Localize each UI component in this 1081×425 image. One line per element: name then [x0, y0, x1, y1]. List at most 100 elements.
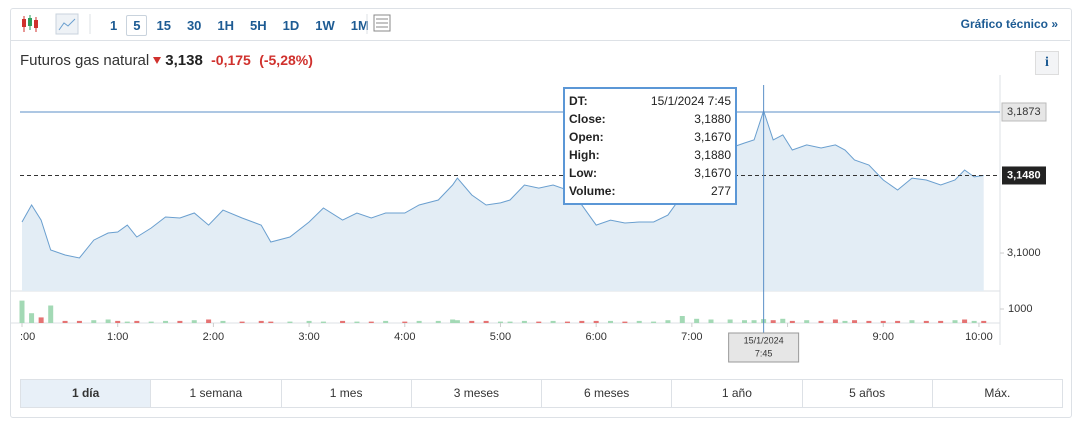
range-button[interactable]: 1 día — [21, 380, 151, 407]
volume-bar — [842, 320, 848, 323]
tooltip-value: 3,1670 — [694, 130, 731, 144]
interval-button[interactable]: 1 — [110, 18, 118, 33]
volume-bar — [483, 320, 489, 323]
range-button[interactable]: 1 año — [671, 380, 801, 407]
volume-bar — [832, 319, 838, 323]
last-price-label: 3,1480 — [1007, 169, 1041, 181]
volume-bar — [770, 320, 776, 323]
tooltip-row: DT: 15/1/2024 7:45 — [569, 92, 731, 110]
x-tick-label: 4:00 — [394, 331, 415, 343]
range-button[interactable]: 3 meses — [410, 380, 541, 407]
interval-button[interactable]: 5H — [250, 18, 267, 33]
volume-bar — [402, 321, 408, 323]
interval-button[interactable]: 1M — [350, 18, 369, 33]
tooltip-value: 15/1/2024 7:45 — [650, 94, 731, 108]
volume-bar — [320, 321, 326, 323]
interval-button[interactable]: 15 — [156, 18, 171, 33]
tooltip-key: Low: — [569, 166, 597, 180]
volume-bar — [191, 320, 197, 323]
interval-button[interactable]: 5 — [126, 15, 148, 36]
volume-bar — [105, 319, 111, 323]
interval-button[interactable]: 1D — [282, 18, 300, 33]
tooltip: DT: 15/1/2024 7:45 Close: 3,1880 Open: 3,1670… — [563, 87, 737, 205]
tooltip-key: Close: — [569, 112, 606, 126]
tooltip-key: DT: — [569, 94, 588, 108]
volume-bar — [789, 320, 795, 323]
volume-bar — [866, 320, 872, 323]
candle-icon[interactable] — [22, 15, 38, 32]
volume-bar — [354, 321, 360, 323]
interval-button[interactable]: 1W — [315, 18, 335, 33]
range-button[interactable]: 5 años — [801, 380, 932, 407]
x-tick-label: 6:00 — [585, 331, 606, 343]
x-tick-label: 5:00 — [490, 331, 511, 343]
volume-bar — [651, 321, 657, 323]
y-tick-label: 3,1000 — [1007, 247, 1041, 259]
volume-bar — [76, 320, 82, 323]
technical-chart-link[interactable]: Gráfico técnico — [961, 17, 1058, 31]
range-button[interactable]: 6 meses — [541, 380, 671, 407]
tooltip-row: Low: 3,1670 — [569, 164, 731, 182]
volume-bar — [450, 319, 456, 323]
crosshair-x-label: 15/1/2024 — [744, 335, 784, 345]
volume-bar — [923, 320, 929, 323]
volume-bar — [804, 320, 810, 323]
volume-bar — [694, 318, 700, 323]
x-tick-label: 2:00 — [203, 331, 224, 343]
volume-bar — [909, 320, 915, 323]
widget — [10, 8, 1072, 418]
volume-bar — [952, 320, 958, 323]
volume-bar — [971, 320, 977, 323]
volume-bar — [708, 319, 714, 323]
crosshair-x-label: 7:45 — [755, 348, 773, 358]
x-tick-label: :00 — [20, 331, 35, 343]
chart: Investing.com1000:001:002:003:004:005:00… — [10, 75, 1047, 363]
volume-bar — [454, 320, 460, 323]
x-tick-label: 3:00 — [298, 331, 319, 343]
interval-button[interactable]: 1H — [217, 18, 235, 33]
range-button[interactable]: 1 semana — [150, 380, 280, 407]
tooltip-row: Close: 3,1880 — [569, 110, 731, 128]
volume-bar — [258, 320, 264, 323]
crosshair-y-label: 3,1873 — [1007, 106, 1041, 118]
x-tick-label: 10:00 — [965, 331, 993, 343]
volume-bar — [622, 321, 628, 323]
tooltip-value: 3,1880 — [694, 112, 731, 126]
volume-bar — [148, 321, 154, 323]
tooltip-row: Open: 3,1670 — [569, 128, 731, 146]
last-price-box — [1002, 166, 1046, 185]
volume-bar — [38, 317, 44, 323]
tooltip-key: High: — [569, 148, 600, 162]
range-button[interactable]: Máx. — [931, 380, 1062, 407]
volume-bar — [163, 320, 169, 323]
volume-bar — [536, 321, 542, 323]
crosshair-x-box — [728, 332, 800, 363]
toolbar: 1 5 15 30 1H 5H 1D 1W 1M Gráfico técnico — [10, 8, 1070, 41]
volume-bar — [962, 319, 968, 323]
volume-bar — [469, 320, 475, 323]
volume-bar — [91, 320, 97, 323]
tooltip-value: 3,1880 — [694, 148, 731, 162]
volume-bar — [608, 320, 614, 323]
range-button[interactable]: 1 mes — [280, 380, 411, 407]
tooltip-value: 3,1670 — [694, 166, 731, 180]
area-icon[interactable] — [55, 13, 79, 35]
volume-bar — [780, 318, 786, 323]
table-icon[interactable] — [365, 8, 395, 40]
change: -0,175 — [211, 52, 251, 68]
down-arrow — [153, 57, 162, 64]
volume-bar — [239, 321, 245, 323]
volume-bar — [981, 320, 987, 323]
volume-bar — [124, 321, 130, 323]
change-pct: (-5,28%) — [259, 52, 313, 68]
toolbar-icons — [22, 13, 91, 35]
interval-button[interactable]: 30 — [186, 18, 202, 33]
volume-bar — [880, 320, 886, 323]
volume-bar — [593, 320, 599, 323]
volume-bar — [497, 321, 503, 323]
info-button[interactable]: i — [1035, 51, 1059, 75]
volume-bar — [306, 320, 312, 323]
volume-bar — [579, 320, 585, 323]
range-buttons: 1 día 1 semana 1 mes 3 meses 6 meses 1 año 5 a… — [20, 379, 1063, 408]
